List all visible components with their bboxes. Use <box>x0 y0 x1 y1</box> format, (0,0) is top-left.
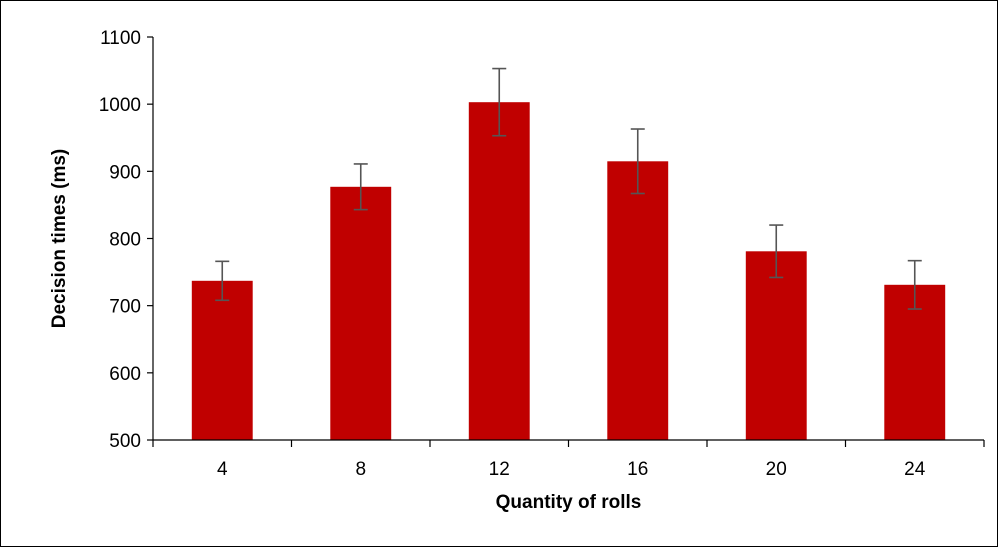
error-bars-group <box>215 67 922 310</box>
x-ticks-group: 4 8 12 16 20 24 <box>152 440 985 480</box>
x-tick-label-24: 24 <box>904 459 926 480</box>
y-tick-label: 800 <box>109 230 141 251</box>
error-bar-16 <box>630 128 645 195</box>
error-bar-12 <box>492 67 507 137</box>
y-tick-label: 600 <box>109 364 141 385</box>
bars-group <box>191 102 946 441</box>
y-ticks-group: 500 600 700 800 900 1000 1100 <box>99 28 153 452</box>
x-tick-label-20: 20 <box>766 459 787 480</box>
y-tick-label: 900 <box>109 162 141 183</box>
y-axis-title: Decision times (ms) <box>49 149 70 329</box>
y-tick-label: 1000 <box>99 95 141 116</box>
y-tick-label: 700 <box>109 297 141 318</box>
bar-16 <box>607 161 669 441</box>
bar-12 <box>468 102 530 440</box>
error-bar-4 <box>215 260 230 302</box>
bar-8 <box>330 186 392 440</box>
bar-24 <box>884 284 946 440</box>
x-tick-label-16: 16 <box>627 459 648 480</box>
x-tick-label-4: 4 <box>217 459 228 480</box>
axes-group <box>152 37 984 441</box>
y-tick-label: 1100 <box>100 28 141 49</box>
error-bar-20 <box>769 224 784 279</box>
y-tick-label: 500 <box>109 431 141 452</box>
x-tick-label-12: 12 <box>489 459 510 480</box>
error-bar-8 <box>353 163 368 211</box>
x-tick-label-8: 8 <box>355 459 366 480</box>
error-bar-24 <box>907 259 922 310</box>
bar-4 <box>191 280 253 440</box>
x-axis-title: Quantity of rolls <box>496 492 642 513</box>
bar-20 <box>745 251 807 440</box>
